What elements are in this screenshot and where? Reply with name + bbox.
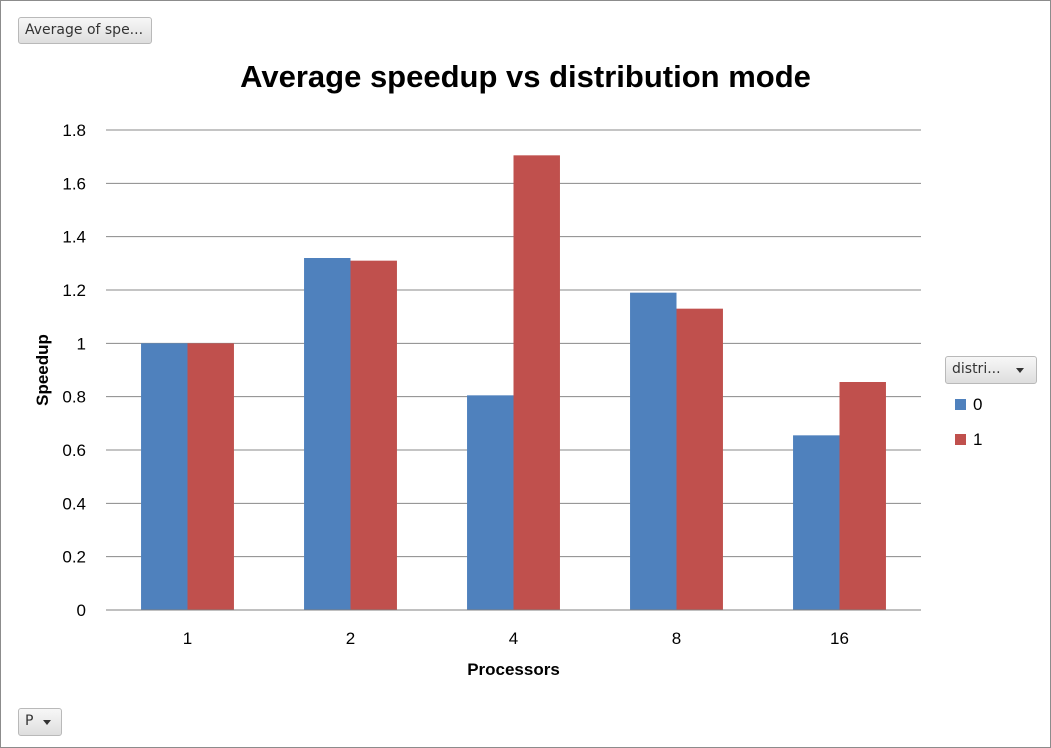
y-tick-label: 1.6 xyxy=(62,174,86,193)
bar-series-0-2 xyxy=(304,258,351,610)
x-axis-title: Processors xyxy=(467,660,560,679)
legend-swatch xyxy=(955,434,966,445)
x-tick-label: 4 xyxy=(509,629,518,648)
bar-series-0-4 xyxy=(467,395,514,610)
chevron-down-icon xyxy=(43,720,51,725)
y-tick-label: 1.4 xyxy=(62,228,86,247)
y-tick-label: 1 xyxy=(77,334,86,353)
bar-series-0-8 xyxy=(630,292,677,610)
chart-title: Average speedup vs distribution mode xyxy=(240,59,811,94)
y-tick-label: 1.8 xyxy=(62,121,86,140)
bar-series-0-16 xyxy=(793,435,840,610)
x-tick-label: 8 xyxy=(672,629,681,648)
legend-item-series-0: 0 xyxy=(955,396,982,414)
bar-series-1-4 xyxy=(513,155,560,611)
chevron-down-icon xyxy=(1016,368,1024,373)
value-field-button[interactable]: Average of spe... xyxy=(18,17,152,44)
legend-label: 0 xyxy=(973,395,983,414)
y-axis-title: Speedup xyxy=(33,334,52,406)
legend-swatch xyxy=(955,399,966,410)
legend-item-series-1: 1 xyxy=(955,431,982,449)
legend-field-button[interactable]: distri... xyxy=(945,356,1037,384)
legend-field-button-label: distri... xyxy=(952,361,1001,377)
x-tick-label: 2 xyxy=(346,629,355,648)
x-tick-label: 1 xyxy=(183,629,192,648)
axis-field-button-label: P xyxy=(25,713,34,729)
y-tick-label: 0.8 xyxy=(62,388,86,407)
axis-field-button[interactable]: P xyxy=(18,708,62,736)
x-tick-label: 16 xyxy=(830,629,849,648)
bar-series-1-16 xyxy=(839,382,886,610)
bar-series-0-1 xyxy=(141,343,188,610)
y-tick-label: 1.2 xyxy=(62,281,86,300)
bar-series-1-8 xyxy=(676,308,723,610)
y-tick-label: 0.2 xyxy=(62,548,86,567)
legend-label: 1 xyxy=(973,430,983,449)
bar-series-1-2 xyxy=(350,260,397,610)
bar-series-1-1 xyxy=(187,343,234,610)
value-field-button-label: Average of spe... xyxy=(25,22,144,38)
y-tick-label: 0 xyxy=(77,601,86,620)
y-tick-label: 0.6 xyxy=(62,441,86,460)
y-tick-label: 0.4 xyxy=(62,494,86,513)
